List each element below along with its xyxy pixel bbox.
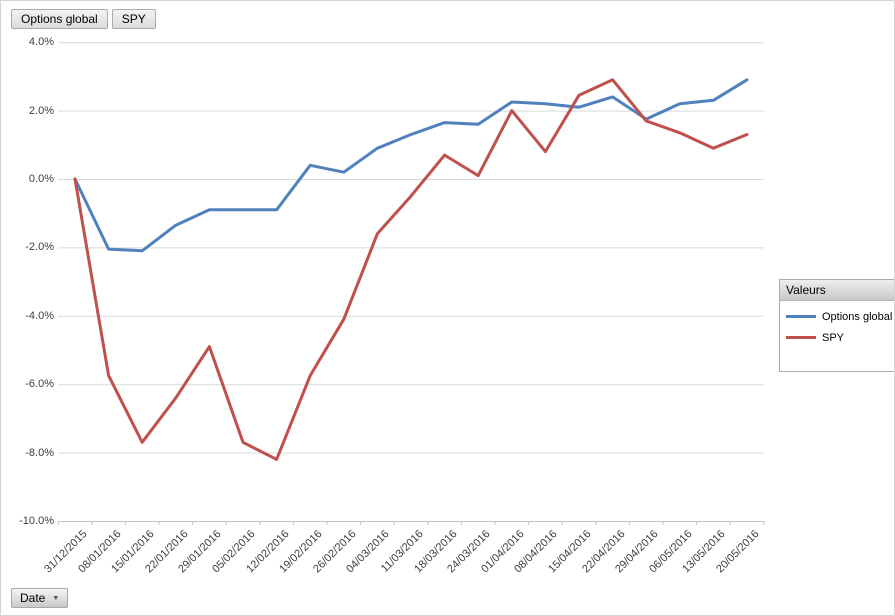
dropdown-caret-icon: ▼ <box>52 594 60 602</box>
legend-items: Options global SPY <box>780 301 894 348</box>
y-axis-tick-label: 2.0% <box>28 104 54 117</box>
legend-label-options-global: Options global <box>822 310 893 323</box>
legend-label-spy: SPY <box>822 331 845 344</box>
legend-item-spy[interactable]: SPY <box>780 327 894 348</box>
series-line-spy[interactable] <box>73 78 749 461</box>
legend-title[interactable]: Valeurs <box>780 280 894 301</box>
y-axis-tick-label: -4.0% <box>25 309 54 322</box>
field-button-options-global[interactable]: Options global <box>11 9 108 29</box>
y-axis-tick-label: -6.0% <box>25 378 54 391</box>
y-axis-tick-label: 4.0% <box>28 36 54 49</box>
date-field-label: Date <box>20 590 46 605</box>
series-swatch-spy <box>786 336 816 339</box>
legend-item-options-global[interactable]: Options global <box>780 306 894 327</box>
legend: Valeurs Options global SPY <box>779 279 894 372</box>
y-axis-tick-label: -8.0% <box>25 446 54 459</box>
y-axis-tick-label: 0.0% <box>28 173 54 185</box>
series-swatch-options-global <box>786 315 816 318</box>
date-field-button[interactable]: Date ▼ <box>11 588 69 608</box>
field-button-spy[interactable]: SPY <box>111 9 156 29</box>
pivot-field-buttons: Options global SPY <box>11 9 156 29</box>
series-line-options-global[interactable] <box>73 78 749 253</box>
y-axis-tick-label: -10.0% <box>19 515 54 527</box>
y-axis-tick-label: -2.0% <box>25 241 54 254</box>
